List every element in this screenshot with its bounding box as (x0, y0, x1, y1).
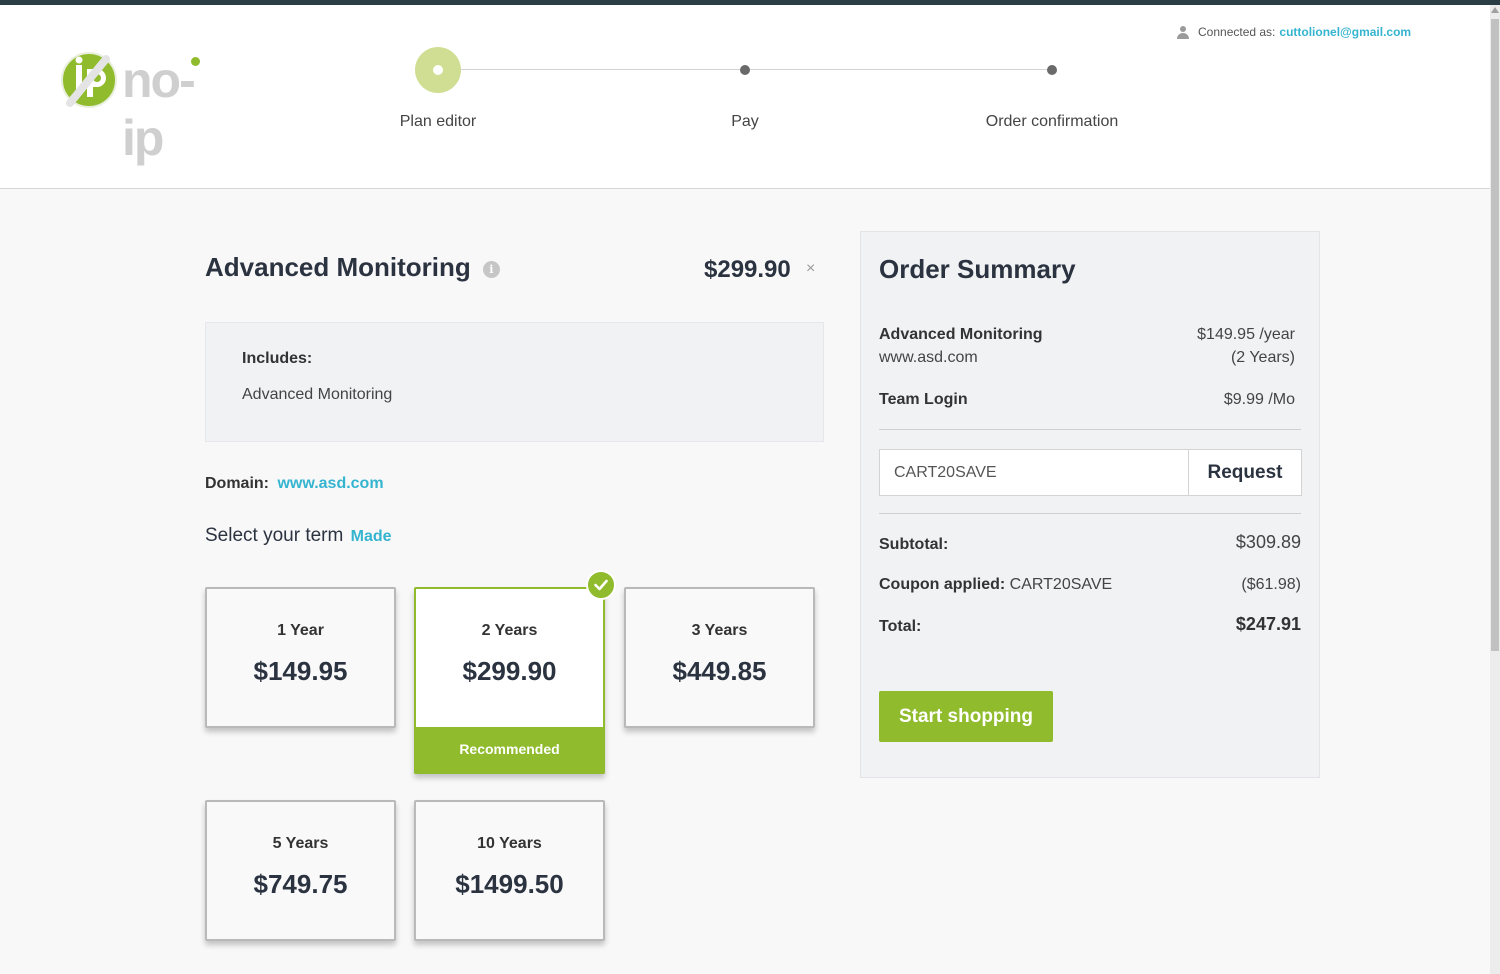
product-title: Advanced Monitoring i (205, 252, 500, 283)
coupon-input[interactable] (879, 449, 1188, 496)
product-title-text: Advanced Monitoring (205, 252, 471, 282)
user-email-link[interactable]: cuttolionel@gmail.com (1279, 25, 1412, 39)
coupon-applied-row: Coupon applied: CART20SAVE ($61.98) (879, 576, 1301, 596)
term-label: 3 Years (691, 622, 748, 639)
order-summary-panel: Order Summary Advanced Monitoring www.as… (860, 231, 1320, 778)
logo-dot (191, 57, 200, 66)
scrollbar-thumb[interactable] (1491, 19, 1499, 651)
term-label: 1 Year (277, 622, 324, 639)
term-price: $299.90 (462, 656, 557, 686)
order-summary-title: Order Summary (879, 254, 1076, 284)
remove-product-button[interactable]: × (806, 260, 816, 277)
total-row: Total: $247.91 (879, 614, 1301, 638)
summary-item-name: Advanced Monitoring (879, 326, 1043, 343)
product-price: $299.90 (704, 256, 791, 283)
step-label: Pay (731, 113, 759, 130)
start-shopping-button[interactable]: Start shopping (879, 691, 1053, 742)
subtotal-label: Subtotal: (879, 536, 949, 553)
term-card-2-years[interactable]: 2 Years $299.90 Recommended (414, 570, 616, 774)
scroll-up-arrow-icon[interactable] (1491, 7, 1499, 13)
summary-item-term: (2 Years) (1230, 349, 1295, 366)
coupon-applied-code: CART20SAVE (1009, 576, 1113, 593)
includes-item: Advanced Monitoring (242, 386, 393, 403)
step-active-dot (415, 47, 461, 93)
selected-check-icon (586, 570, 616, 600)
term-price: $1499.50 (455, 869, 564, 899)
recommended-badge: Recommended (414, 727, 605, 774)
term-card-3-years[interactable]: 3 Years $449.85 (624, 587, 815, 728)
includes-box: Includes: Advanced Monitoring (205, 322, 824, 442)
coupon-form: Request (879, 449, 1302, 496)
coupon-applied-label: Coupon applied: (879, 576, 1006, 593)
term-card-10-years[interactable]: 10 Years $1499.50 (414, 800, 605, 941)
domain-row: Domain: www.asd.com (205, 475, 384, 493)
total-value: $247.91 (1235, 614, 1301, 634)
domain-label: Domain: (205, 475, 269, 492)
summary-item-advanced-monitoring: Advanced Monitoring www.asd.com $149.95 … (879, 326, 1295, 370)
term-price: $749.75 (253, 869, 348, 899)
term-label: 5 Years (272, 835, 329, 852)
step-label: Plan editor (399, 113, 477, 130)
step-label: Order confirmation (985, 113, 1119, 130)
summary-item-domain: www.asd.com (879, 349, 978, 366)
step-dot (1047, 65, 1057, 75)
summary-item-team-login: Team Login $9.99 /Mo (879, 391, 1295, 411)
term-card-1-year[interactable]: 1 Year $149.95 (205, 587, 396, 728)
term-price: $149.95 (253, 656, 348, 686)
checkout-stepper: Plan editor Pay Order confirmation (400, 47, 1118, 137)
user-icon (1177, 26, 1189, 39)
coupon-discount: ($61.98) (1241, 576, 1301, 593)
noip-logo-icon (61, 52, 117, 108)
subtotal-value: $309.89 (1235, 532, 1301, 552)
term-prompt-text: Select your term (205, 525, 344, 546)
summary-item-price: $149.95 /year (1197, 326, 1295, 343)
logo-wordmark: no-ip (122, 52, 196, 166)
term-made-link[interactable]: Made (350, 528, 392, 545)
term-label: 10 Years (477, 835, 542, 852)
summary-divider (879, 429, 1301, 430)
term-card-5-years[interactable]: 5 Years $749.75 (205, 800, 396, 941)
noip-logo[interactable]: no-ip (60, 49, 230, 166)
step-dot (740, 65, 750, 75)
page-header: no-ip Connected as: cuttolionel@gmail.com… (0, 5, 1490, 189)
term-prompt: Select your term Made (205, 525, 392, 547)
info-icon[interactable]: i (482, 261, 500, 278)
connected-as: Connected as: cuttolionel@gmail.com (1176, 25, 1411, 39)
domain-link[interactable]: www.asd.com (277, 475, 384, 492)
summary-divider (879, 513, 1301, 514)
term-label: 2 Years (481, 622, 538, 639)
total-label: Total: (879, 618, 922, 635)
includes-label: Includes: (242, 350, 313, 367)
connected-label: Connected as: (1198, 25, 1276, 39)
term-price: $449.85 (672, 656, 767, 686)
coupon-request-button[interactable]: Request (1188, 449, 1302, 496)
summary-item-name: Team Login (879, 391, 968, 408)
subtotal-row: Subtotal: $309.89 (879, 532, 1301, 556)
top-accent-bar (0, 0, 1500, 5)
page-scrollbar[interactable] (1490, 5, 1500, 974)
summary-item-price: $9.99 /Mo (1223, 391, 1295, 408)
